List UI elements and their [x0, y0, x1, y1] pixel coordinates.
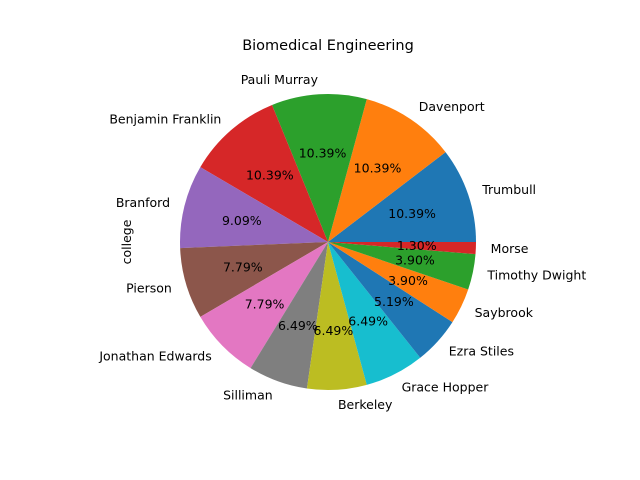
pct-label-grace-hopper: 6.49% — [348, 314, 388, 329]
pct-label-branford: 9.09% — [222, 213, 262, 228]
wedge-silliman — [250, 242, 328, 389]
wedge-jonathan-edwards — [200, 242, 328, 369]
wedge-ezra-stiles — [328, 242, 453, 358]
pct-label-trumbull: 10.39% — [388, 206, 436, 221]
pct-label-benjamin-franklin: 10.39% — [246, 167, 294, 182]
y-axis-label: college — [119, 219, 134, 264]
pct-label-silliman: 6.49% — [278, 318, 318, 333]
slice-label-branford: Branford — [116, 195, 170, 210]
percent-labels: 10.39% 10.39% 10.39% 10.39% 9.09% 7.79% 7.79% 6… — [222, 146, 437, 338]
slice-label-silliman: Silliman — [223, 387, 273, 402]
pct-label-pierson: 7.79% — [223, 259, 263, 274]
slice-label-davenport: Davenport — [419, 99, 485, 114]
pct-label-morse: 1.30% — [397, 238, 437, 253]
wedge-benjamin-franklin — [200, 104, 328, 243]
wedge-saybrook — [328, 242, 469, 323]
pct-label-berkeley: 6.49% — [314, 323, 354, 338]
pct-label-saybrook: 3.90% — [388, 273, 428, 288]
pct-label-ezra-stiles: 5.19% — [374, 294, 414, 309]
slice-label-berkeley: Berkeley — [338, 397, 393, 412]
slice-label-pauli-murray: Pauli Murray — [241, 72, 319, 87]
wedge-davenport — [328, 99, 446, 242]
slice-label-morse: Morse — [491, 241, 529, 256]
pct-label-davenport: 10.39% — [354, 161, 402, 176]
slice-labels: Trumbull Davenport Pauli Murray Benjamin Fr… — [98, 72, 586, 412]
pie-wedges — [180, 93, 476, 390]
slice-label-ezra-stiles: Ezra Stiles — [449, 344, 514, 359]
pct-label-timothy-dwight: 3.90% — [395, 252, 435, 267]
pct-label-pauli-murray: 10.39% — [299, 146, 347, 161]
pct-label-jonathan-edwards: 7.79% — [245, 297, 285, 312]
wedge-timothy-dwight — [328, 242, 476, 290]
slice-label-pierson: Pierson — [126, 280, 172, 295]
slice-label-grace-hopper: Grace Hopper — [402, 380, 490, 395]
wedge-branford — [180, 167, 328, 249]
wedge-morse — [328, 242, 476, 255]
wedge-pauli-murray — [272, 93, 367, 243]
slice-label-trumbull: Trumbull — [481, 182, 536, 197]
chart-title: Biomedical Engineering — [242, 38, 414, 54]
wedge-berkeley — [306, 242, 367, 390]
wedge-pierson — [180, 242, 328, 317]
wedge-trumbull — [328, 152, 476, 242]
slice-label-timothy-dwight: Timothy Dwight — [486, 267, 586, 282]
slice-label-saybrook: Saybrook — [475, 305, 534, 320]
wedge-grace-hopper — [328, 242, 421, 385]
slice-label-jonathan-edwards: Jonathan Edwards — [98, 348, 211, 363]
slice-label-benjamin-franklin: Benjamin Franklin — [109, 111, 221, 126]
